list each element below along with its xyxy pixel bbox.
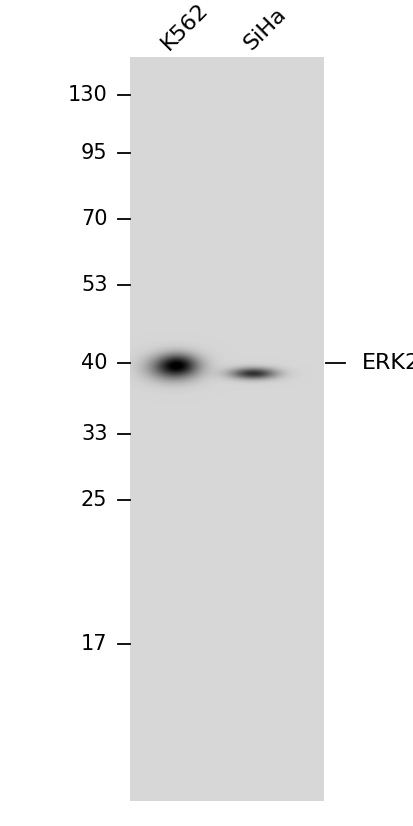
Text: 53: 53 bbox=[81, 275, 107, 295]
Text: K562: K562 bbox=[157, 0, 212, 54]
Text: 25: 25 bbox=[81, 490, 107, 510]
Text: 40: 40 bbox=[81, 354, 107, 373]
Text: 33: 33 bbox=[81, 424, 107, 444]
Text: 95: 95 bbox=[81, 143, 107, 163]
Text: 130: 130 bbox=[68, 85, 107, 105]
Text: SiHa: SiHa bbox=[240, 4, 290, 54]
Text: 17: 17 bbox=[81, 634, 107, 654]
Text: ERK2: ERK2 bbox=[361, 354, 413, 373]
Text: 70: 70 bbox=[81, 209, 107, 229]
